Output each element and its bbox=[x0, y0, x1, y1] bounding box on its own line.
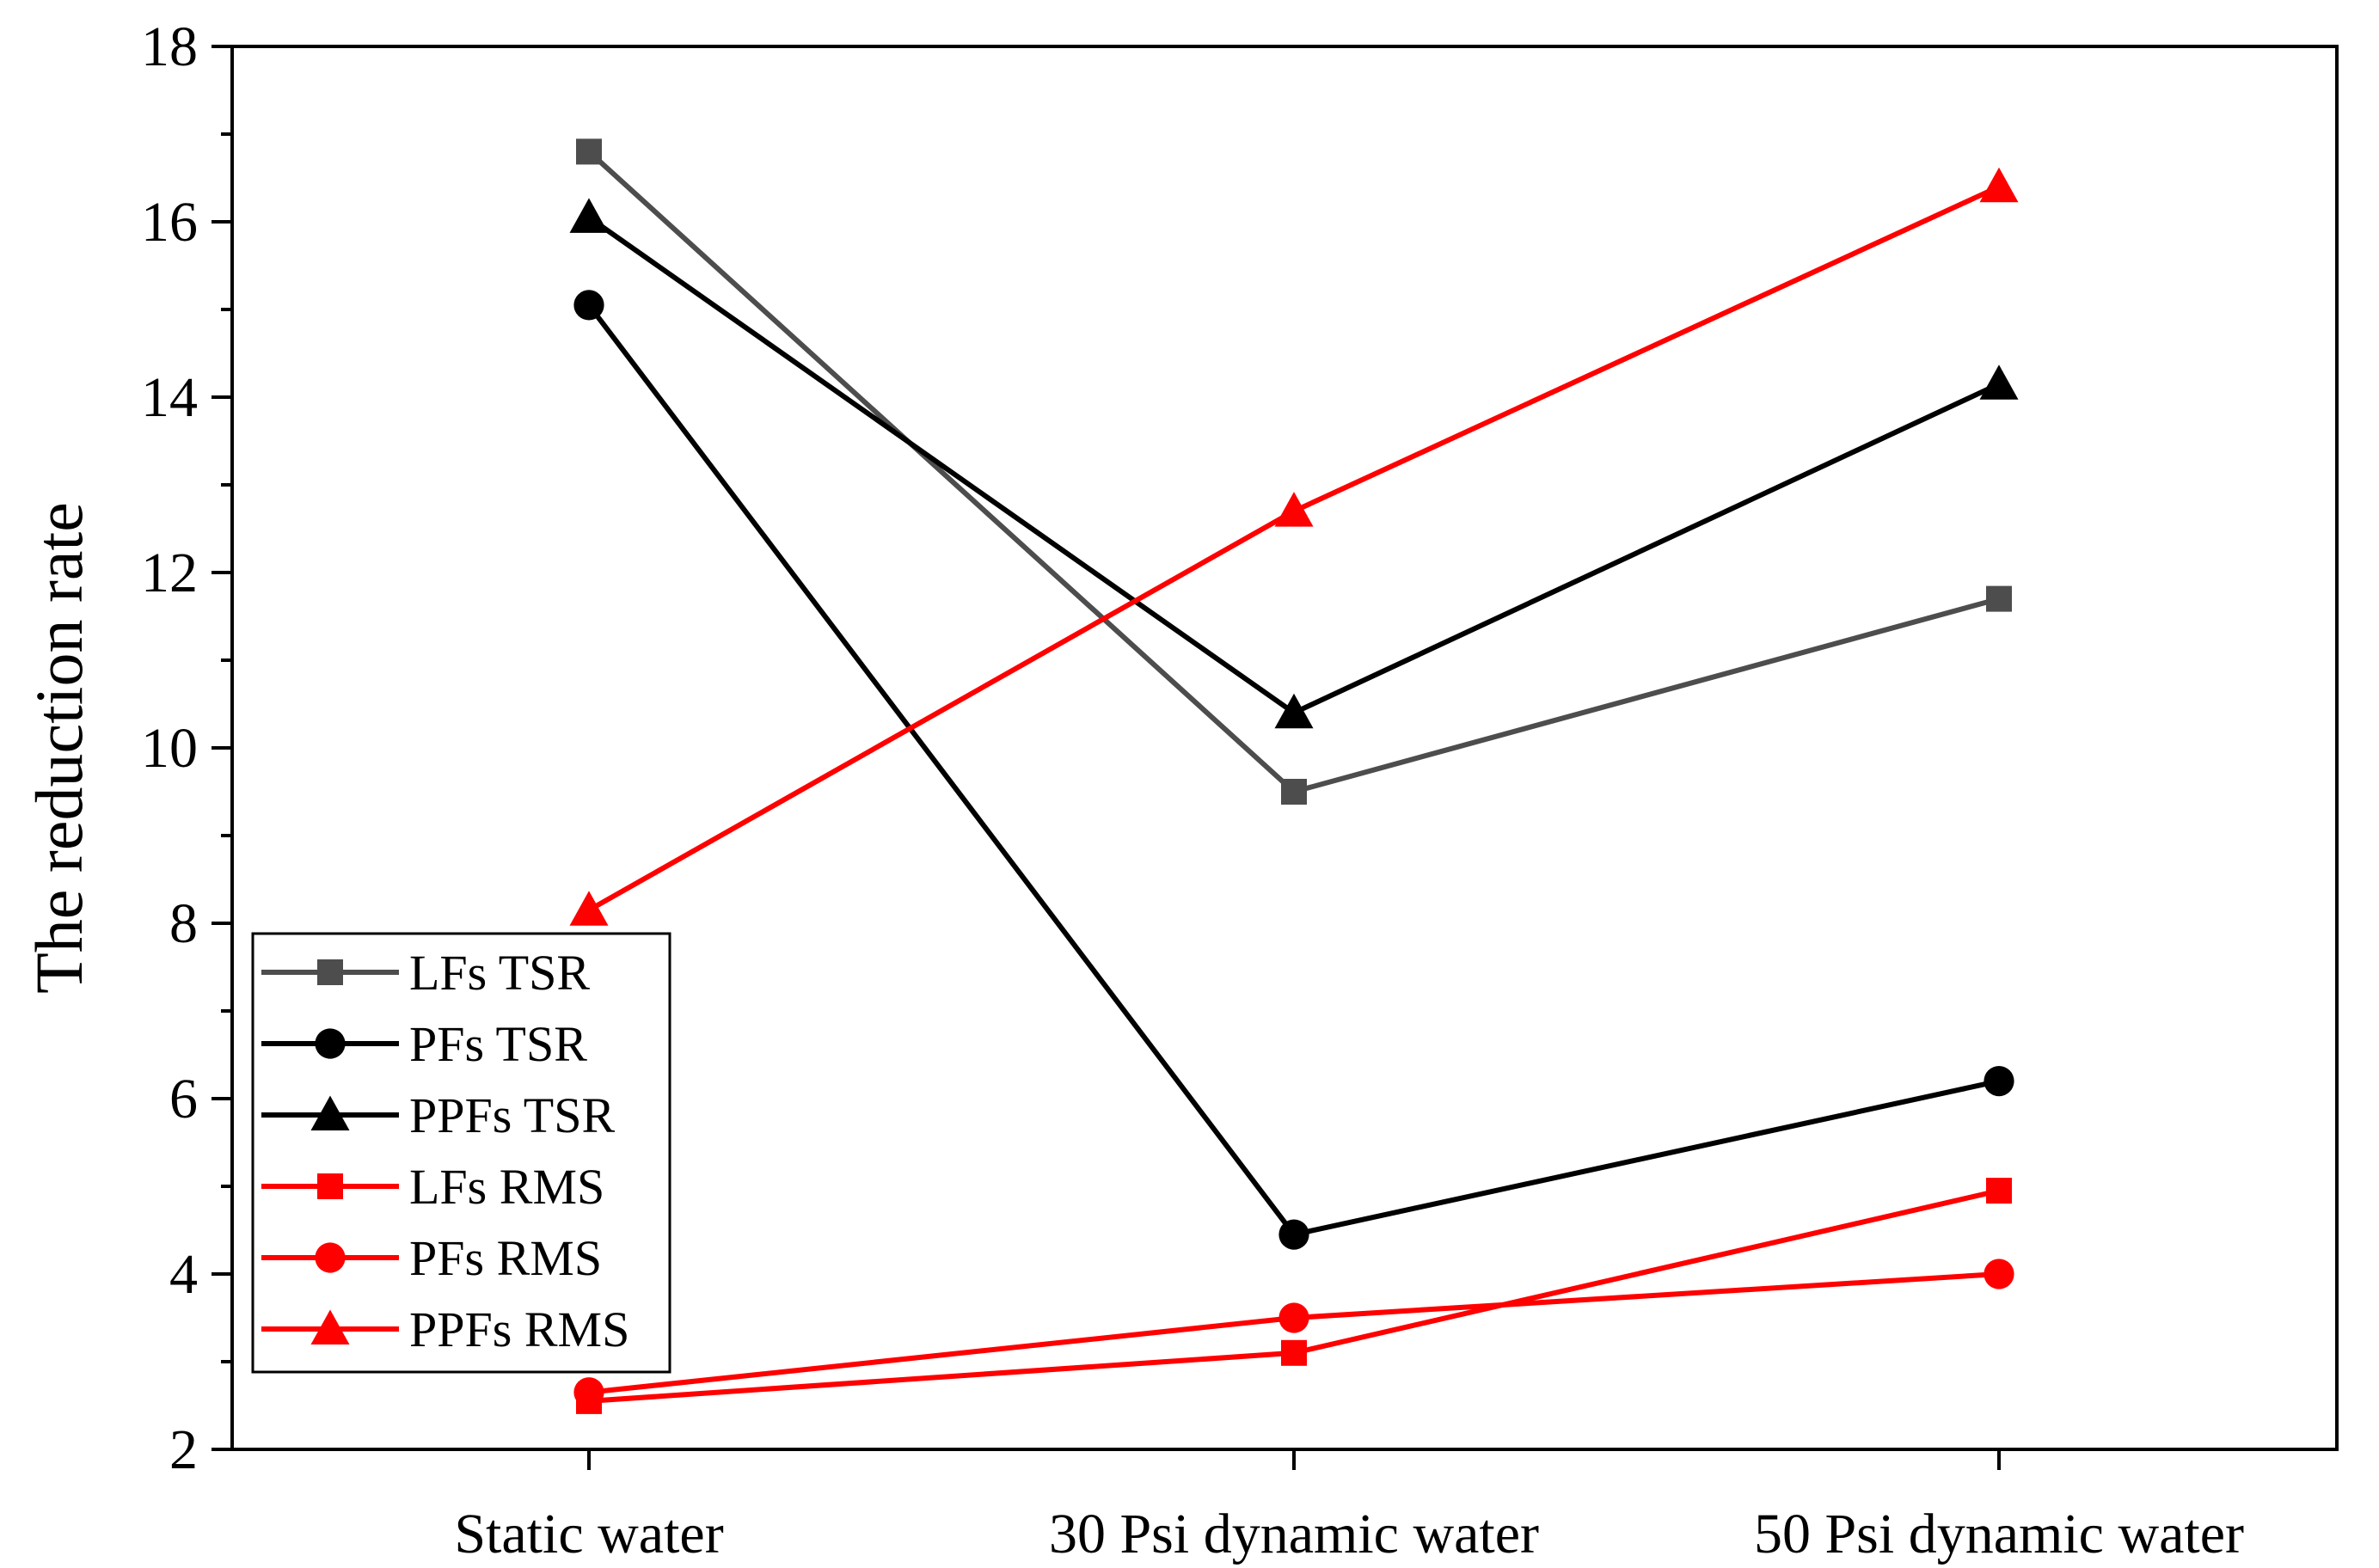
legend-marker bbox=[315, 1242, 346, 1273]
y-tick-label: 6 bbox=[169, 1068, 198, 1130]
legend-marker bbox=[317, 1173, 343, 1199]
data-point bbox=[569, 891, 609, 926]
y-axis-title: The reduction rate bbox=[21, 502, 96, 994]
legend-marker bbox=[310, 1309, 350, 1344]
legend: LFs TSR PFs TSR PPFs TSR LFs RMS PFs RMS PPFs… bbox=[251, 932, 671, 1374]
y-tick-label: 4 bbox=[169, 1243, 198, 1306]
data-point bbox=[1274, 693, 1314, 729]
data-point bbox=[1979, 167, 2019, 203]
legend-marker bbox=[310, 1095, 350, 1130]
data-point bbox=[1986, 1178, 2012, 1204]
series-pfs-tsr bbox=[573, 290, 2014, 1250]
data-point bbox=[1274, 492, 1314, 527]
legend-label: LFs RMS bbox=[409, 1159, 604, 1215]
x-tick-label: Static water bbox=[454, 1503, 723, 1565]
data-point bbox=[1281, 1339, 1307, 1366]
data-point bbox=[573, 290, 604, 321]
legend-marker bbox=[315, 1028, 346, 1059]
series-lfs-tsr bbox=[576, 138, 2012, 805]
data-point bbox=[1984, 1259, 2014, 1289]
x-tick-label: 30 Psi dynamic water bbox=[1049, 1503, 1539, 1565]
y-tick-label: 16 bbox=[141, 191, 198, 254]
data-point bbox=[569, 198, 609, 233]
y-tick-label: 12 bbox=[141, 542, 198, 604]
y-tick-label: 8 bbox=[169, 892, 198, 955]
y-tick-label: 14 bbox=[141, 366, 198, 429]
legend-label: PFs RMS bbox=[409, 1230, 602, 1286]
series-ppfs-rms bbox=[569, 167, 2019, 926]
x-tick-label: 50 Psi dynamic water bbox=[1754, 1503, 2244, 1565]
data-point bbox=[576, 138, 602, 165]
legend-label: LFs TSR bbox=[409, 945, 590, 1001]
data-point bbox=[1986, 585, 2012, 612]
axis-layer: 2 4 6 8 10 12 14 16 18 Static water 30 Psi dynamic… bbox=[141, 15, 2244, 1565]
legend-box bbox=[251, 932, 671, 1374]
data-point bbox=[1979, 364, 2019, 400]
legend-label: PPFs TSR bbox=[409, 1087, 615, 1143]
data-point bbox=[1278, 1302, 1309, 1333]
legend-marker bbox=[317, 959, 343, 985]
data-point bbox=[1281, 779, 1307, 805]
data-point bbox=[1984, 1066, 2014, 1097]
data-point bbox=[573, 1377, 604, 1408]
y-tick-label: 18 bbox=[141, 15, 198, 78]
series-pfs-rms bbox=[573, 1259, 2014, 1408]
y-tick-label: 10 bbox=[141, 717, 198, 780]
legend-label: PPFs RMS bbox=[409, 1302, 629, 1357]
data-point bbox=[1278, 1219, 1309, 1250]
series-ppfs-tsr bbox=[569, 198, 2019, 729]
series-layer bbox=[569, 138, 2019, 1414]
legend-label: PFs TSR bbox=[409, 1016, 587, 1072]
y-tick-label: 2 bbox=[169, 1418, 198, 1481]
